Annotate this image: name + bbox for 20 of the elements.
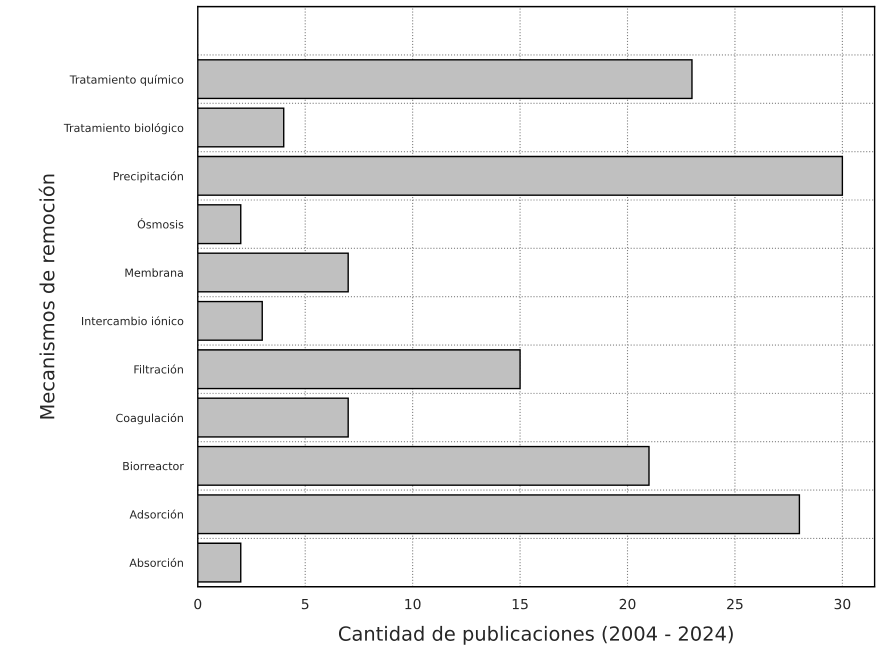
- y-tick-label: Membrana: [125, 268, 183, 277]
- y-tick-label: Tratamiento químico: [70, 74, 184, 86]
- y-tick-label: Absorción: [129, 558, 183, 567]
- x-tick-label: 0: [194, 598, 202, 610]
- y-tick-label: Biorreactor: [123, 462, 184, 470]
- y-tick-label: Filtración: [134, 364, 183, 374]
- x-tick-label: 5: [302, 598, 308, 610]
- x-tick-label: 10: [405, 598, 421, 610]
- y-tick-label: Ósmosis: [138, 218, 184, 229]
- x-tick-label: 30: [834, 598, 850, 610]
- y-axis-title: Mecanismos de remoción: [38, 174, 55, 419]
- x-tick-label: 20: [620, 598, 636, 610]
- y-tick-label: Adsorción: [130, 510, 183, 519]
- y-tick-label: Intercambio iónico: [82, 316, 184, 326]
- x-tick-label: 15: [512, 598, 528, 610]
- x-axis-title: Cantidad de publicaciones (2004 - 2024): [338, 626, 733, 645]
- y-tick-label: Tratamiento biológico: [64, 123, 184, 134]
- y-tick-label: Coagulación: [116, 413, 183, 424]
- y-tick-label: Precipitación: [114, 171, 183, 183]
- x-tick-label: 25: [727, 598, 743, 610]
